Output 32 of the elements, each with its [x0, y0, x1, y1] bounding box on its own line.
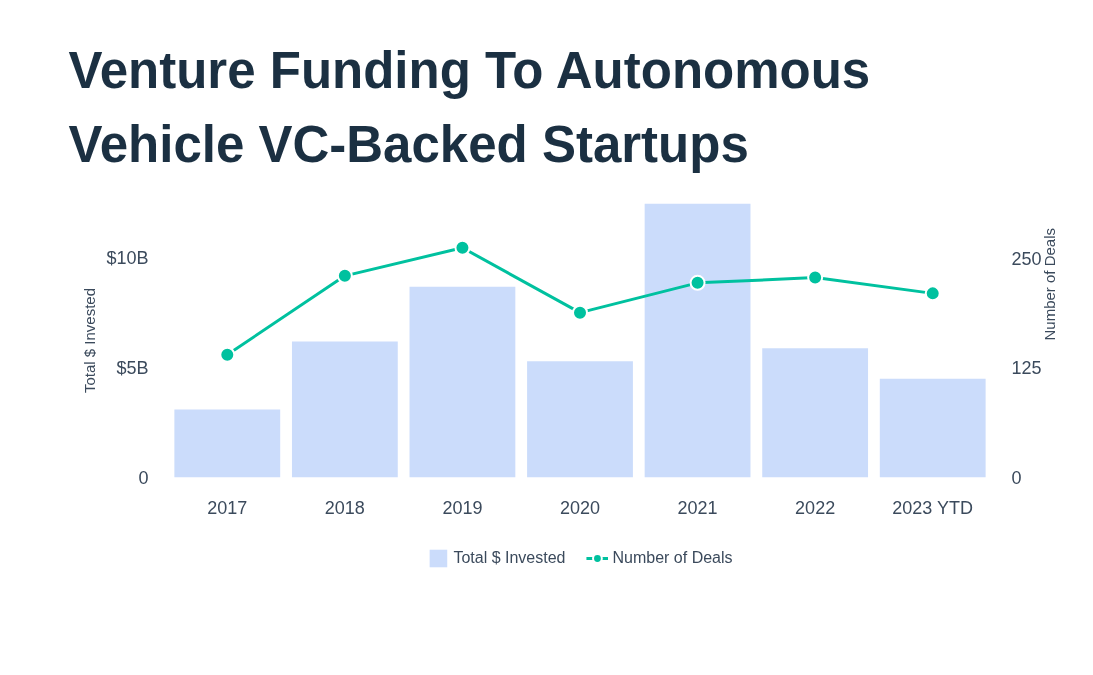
point [807, 269, 824, 286]
bar [174, 409, 281, 478]
point [336, 267, 353, 284]
x-tick-label: 2017 [207, 497, 248, 518]
y-tick-label: $10B [106, 248, 149, 269]
y-tick-label: $5B [116, 357, 149, 378]
x-tick-label: 2020 [559, 497, 601, 518]
legend-label: Total $ Invested [453, 549, 566, 567]
x-tick-label: 2019 [442, 497, 483, 518]
y2-axis-title: Number of Deals [1041, 227, 1059, 341]
bar [527, 361, 633, 478]
y2-tick-label: 125 [1011, 358, 1042, 379]
y2-tick-label: 250 [1011, 248, 1042, 269]
y-tick-label: 0 [138, 467, 149, 488]
bar [291, 341, 398, 478]
legend-label: Number of Deals [612, 549, 733, 567]
y2-tick-label: 0 [1011, 468, 1022, 488]
x-tick-label: 2022 [795, 497, 836, 518]
bar [409, 286, 516, 478]
x-tick-label: 2023 YTD [892, 497, 973, 518]
point [454, 239, 471, 256]
bar [762, 348, 869, 478]
y-axis-title: Total $ Invested [81, 287, 99, 394]
point [924, 285, 941, 302]
point [572, 304, 588, 321]
chart-title: Venture Funding To Autonomous Vehicle VC-Backed Startups [68, 42, 871, 174]
point [219, 346, 236, 363]
bar [879, 378, 986, 478]
x-tick-label: 2021 [677, 497, 718, 518]
x-tick-label: 2018 [324, 497, 365, 518]
point [689, 274, 706, 291]
bar [644, 203, 751, 478]
